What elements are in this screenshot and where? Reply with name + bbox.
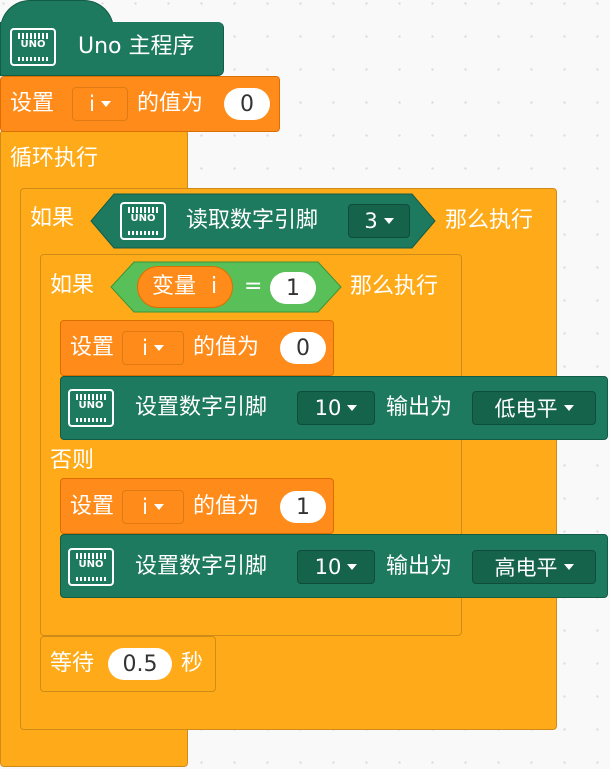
chevron-down-icon: [563, 405, 574, 411]
if-inner-label: 如果: [50, 273, 95, 298]
var-dropdown[interactable]: i: [72, 87, 128, 121]
set-label: 设置: [10, 91, 55, 116]
var-dropdown-value: i: [142, 336, 148, 360]
wait-label: 等待: [50, 651, 95, 676]
value-of-label: 的值为: [193, 335, 260, 360]
uno-board-icon: UNO: [68, 389, 114, 427]
value-input[interactable]: 1: [280, 491, 326, 523]
main-program-title: Uno 主程序: [78, 34, 195, 59]
var-dropdown-value: i: [89, 92, 95, 116]
pin-dropdown[interactable]: 10: [297, 391, 375, 425]
if-outer-then-label: 那么执行: [445, 208, 534, 233]
pin-dropdown[interactable]: 10: [297, 550, 375, 584]
level-dropdown-value: 低电平: [494, 397, 558, 421]
pin-dropdown-value: 10: [314, 555, 342, 579]
var-dropdown-value: i: [142, 495, 148, 519]
chevron-down-icon: [347, 405, 358, 411]
uno-board-icon: UNO: [10, 28, 56, 66]
pin-dropdown[interactable]: 3: [348, 204, 410, 238]
forever-block-header: [0, 130, 188, 188]
chevron-down-icon: [563, 564, 574, 570]
value-of-label: 的值为: [137, 91, 204, 116]
chevron-down-icon: [153, 345, 164, 351]
value-input[interactable]: 0: [224, 88, 270, 120]
set-digital-pin-label: 设置数字引脚: [135, 554, 268, 579]
variable-reporter-label: 变量: [152, 274, 197, 299]
compare-value-input[interactable]: 1: [270, 272, 316, 304]
value-of-label: 的值为: [193, 494, 260, 519]
uno-board-icon: UNO: [120, 202, 166, 240]
output-as-label: 输出为: [386, 395, 453, 420]
chevron-down-icon: [383, 218, 394, 224]
equals-operator: =: [244, 274, 263, 299]
if-inner-then-label: 那么执行: [350, 274, 439, 299]
uno-board-label: UNO: [20, 39, 46, 50]
level-dropdown[interactable]: 低电平: [472, 391, 596, 425]
pin-dropdown-value: 10: [314, 396, 342, 420]
if-outer-label: 如果: [30, 206, 75, 231]
read-digital-pin-label: 读取数字引脚: [186, 208, 319, 233]
else-label: 否则: [50, 448, 95, 473]
wait-seconds-input[interactable]: 0.5: [108, 648, 172, 680]
uno-board-icon: UNO: [68, 548, 114, 586]
set-label: 设置: [70, 494, 115, 519]
forever-label: 循环执行: [10, 146, 99, 171]
pin-dropdown-value: 3: [364, 209, 378, 233]
set-label: 设置: [70, 335, 115, 360]
uno-board-label: UNO: [78, 400, 104, 411]
value-input[interactable]: 0: [280, 332, 326, 364]
var-dropdown[interactable]: i: [122, 490, 184, 524]
set-digital-pin-label: 设置数字引脚: [135, 395, 268, 420]
seconds-unit-label: 秒: [181, 651, 204, 676]
variable-reporter[interactable]: [137, 266, 233, 308]
chevron-down-icon: [153, 504, 164, 510]
chevron-down-icon: [100, 101, 111, 107]
variable-reporter-name: i: [211, 274, 218, 299]
level-dropdown-value: 高电平: [494, 556, 558, 580]
uno-board-label: UNO: [130, 213, 156, 224]
chevron-down-icon: [347, 564, 358, 570]
output-as-label: 输出为: [386, 554, 453, 579]
var-dropdown[interactable]: i: [122, 331, 184, 365]
level-dropdown[interactable]: 高电平: [472, 550, 596, 584]
uno-board-label: UNO: [78, 559, 104, 570]
